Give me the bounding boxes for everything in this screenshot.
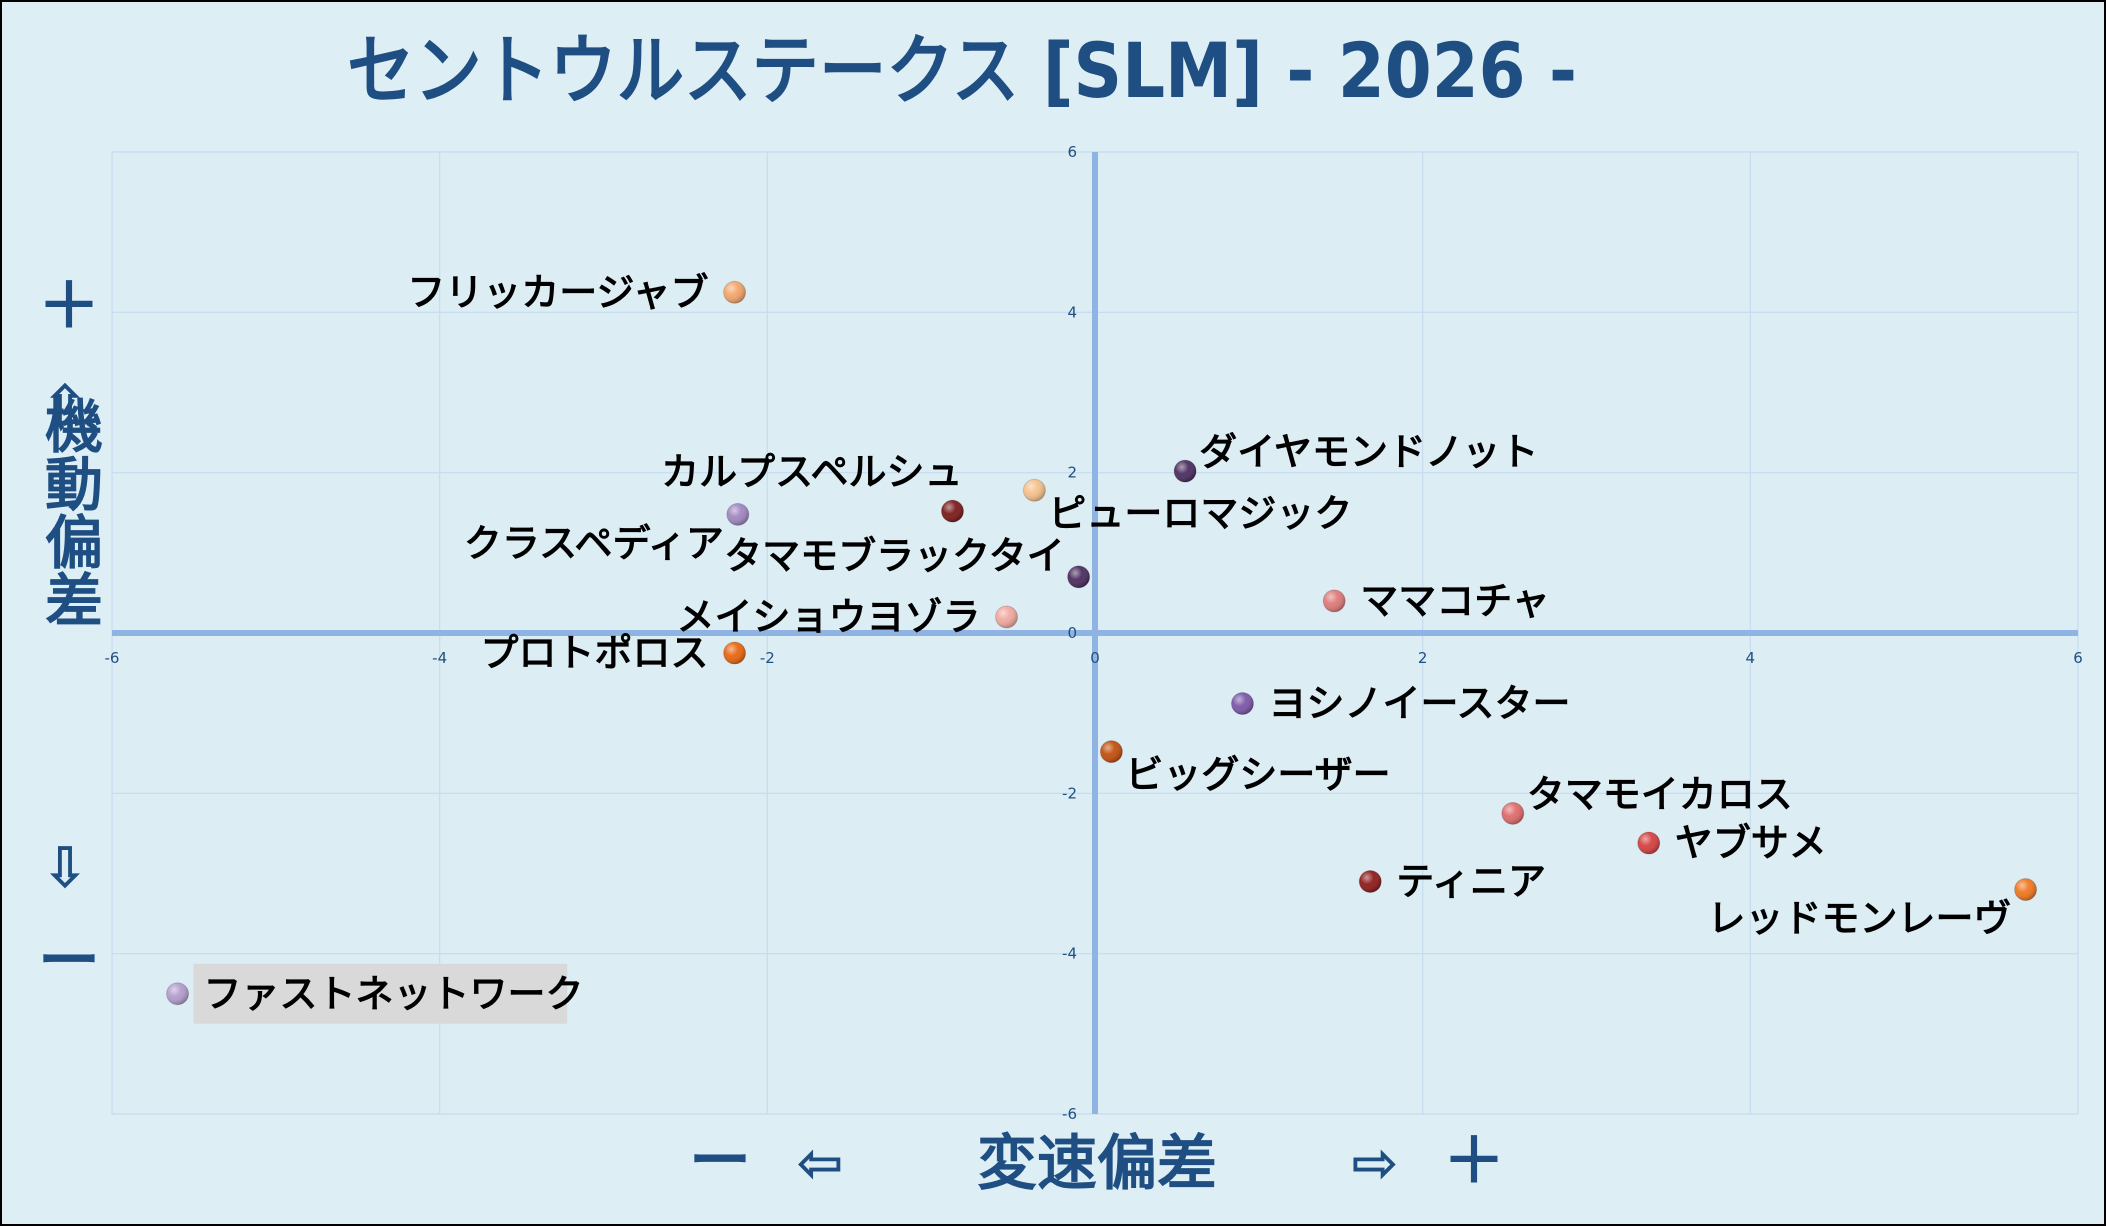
point-label: ヨシノイースター <box>1268 682 1570 726</box>
x-tick-label: 2 <box>1418 649 1428 667</box>
y-tick-label: 2 <box>1067 464 1077 482</box>
x-right-arrow-icon: ⇨ <box>1352 1131 1399 1196</box>
y-tick-label: -2 <box>1062 784 1077 802</box>
y-plus-indicator: ＋ <box>38 269 100 342</box>
point-label: ママコチャ <box>1360 579 1550 623</box>
point-label: カルプスペルシュ <box>661 450 962 494</box>
y-axis-label: 機動偏差 <box>35 396 103 628</box>
point-label: メイショウヨゾラ <box>677 595 981 639</box>
x-tick-label: -2 <box>760 649 775 667</box>
data-point-shading <box>723 642 746 665</box>
point-label: ティニア <box>1396 860 1546 904</box>
data-point-shading <box>166 982 189 1005</box>
data-point-shading <box>1501 802 1524 825</box>
data-point-shading <box>726 503 749 526</box>
label-highlight-box <box>193 963 568 1024</box>
data-point-shading <box>723 281 746 304</box>
data-point-shading <box>1637 832 1660 855</box>
data-point-shading <box>1174 460 1197 483</box>
data-points <box>166 280 2038 1006</box>
x-minus-indicator: ー <box>689 1124 751 1197</box>
data-point-shading <box>1023 479 1046 502</box>
point-label: ピューロマジック <box>1048 491 1352 535</box>
point-label: ダイヤモンドノット <box>1199 430 1538 474</box>
y-minus-indicator: ー <box>38 924 100 997</box>
point-label: フリッカージャブ <box>407 270 708 314</box>
point-label: タマモイカロス <box>1527 772 1793 816</box>
y-tick-label: 6 <box>1067 143 1077 161</box>
point-label: タマモブラックタイ <box>724 534 1064 578</box>
point-label: クラスペディア <box>464 521 724 565</box>
point-label: ヤブサメ <box>1675 821 1827 865</box>
data-point-shading <box>1100 740 1123 763</box>
x-tick-label: 6 <box>2073 649 2083 667</box>
x-tick-label: -6 <box>105 649 120 667</box>
chart-title: セントウルステークス [SLM] - 2026 - <box>347 26 1577 115</box>
point-label: プロトポロス <box>481 631 709 675</box>
y-tick-label: -6 <box>1062 1105 1077 1123</box>
point-label: レッドモンレーヴ <box>1708 897 2012 941</box>
x-left-arrow-icon: ⇦ <box>797 1131 844 1196</box>
point-label: ファストネットワーク <box>204 972 584 1016</box>
data-point-shading <box>995 605 1018 628</box>
x-tick-label: -4 <box>432 649 447 667</box>
y-down-arrow-icon: ⇩ <box>42 836 89 901</box>
point-label: ビッグシーザー <box>1125 753 1390 797</box>
x-plus-indicator: ＋ <box>1443 1124 1505 1197</box>
data-point-shading <box>1067 565 1090 588</box>
x-axis-label: 変速偏差 <box>977 1129 1217 1199</box>
y-tick-label: -4 <box>1062 945 1077 963</box>
y-tick-label: 0 <box>1067 624 1077 642</box>
data-point-shading <box>1231 692 1254 715</box>
y-up-arrow-icon: ⇧ <box>42 374 89 439</box>
tick-labels: -6 -4 -2 0 2 4 6 6 4 2 0 -2 -4 -6 <box>105 143 2083 1123</box>
data-point-shading <box>2014 878 2037 901</box>
data-point-shading <box>1323 589 1346 612</box>
zero-axes <box>112 152 2078 1114</box>
x-tick-label: 4 <box>1746 649 1756 667</box>
x-tick-label: 0 <box>1090 649 1100 667</box>
data-point-shading <box>941 500 964 523</box>
data-point-shading <box>1359 870 1382 893</box>
y-tick-label: 4 <box>1067 303 1077 321</box>
